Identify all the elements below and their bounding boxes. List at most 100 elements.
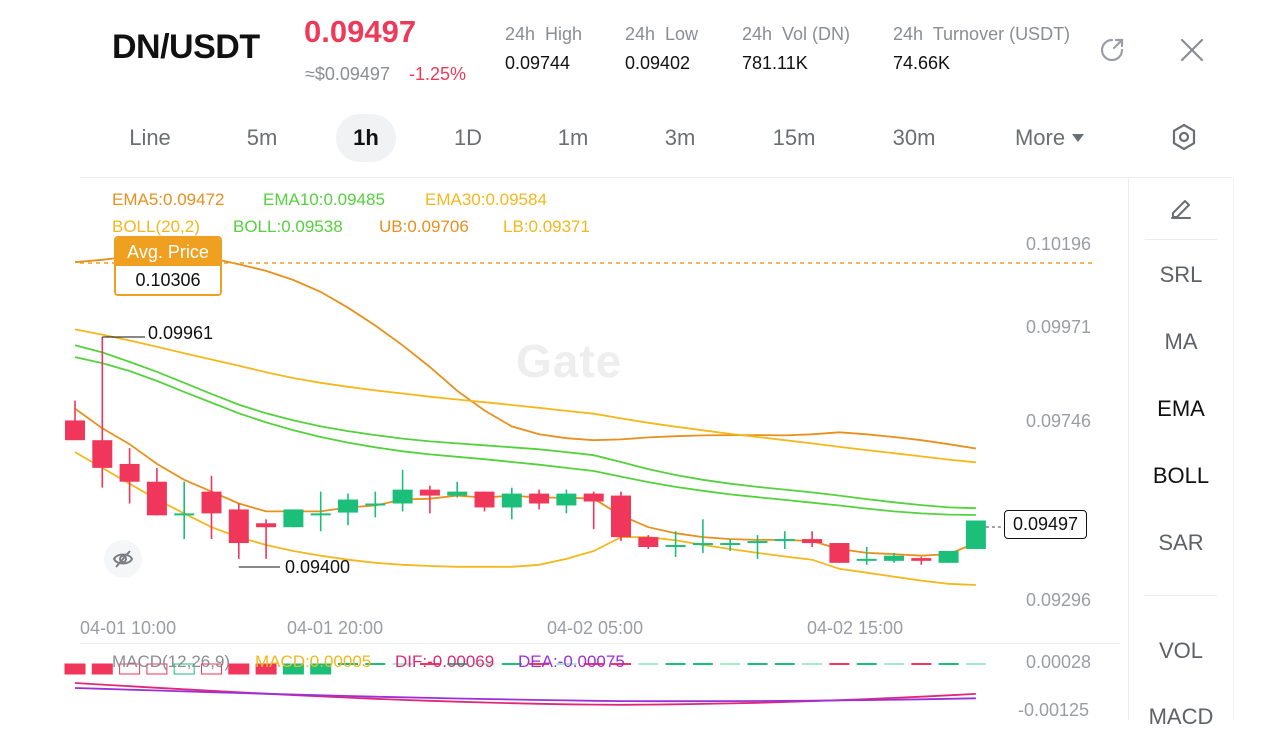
candle-body[interactable] [802,539,823,544]
macd-divider [80,643,1120,644]
macd-bar [692,663,713,665]
macd-bar [884,663,904,665]
sidebar-item-macd[interactable]: MACD [1148,704,1214,729]
candle-body[interactable] [419,489,440,496]
tab-3m[interactable]: 3m [664,125,696,150]
candle-body[interactable] [665,545,686,548]
tab-5m[interactable]: 5m [246,125,278,150]
stat-value-high: 0.09744 [505,53,571,73]
boll-lb-legend: LB:0.09371 [503,217,590,236]
macd-bar [611,663,631,665]
candle-body[interactable] [174,513,195,516]
tab-more[interactable]: More [1000,114,1100,162]
candle-body[interactable] [92,440,113,468]
sidebar-item-vol[interactable]: VOL [1158,638,1204,663]
boll-mid-legend: BOLL:0.09538 [233,217,343,236]
candle-body[interactable] [556,493,577,506]
macd-bar [802,663,823,665]
macd-bar [365,663,386,665]
candle-body[interactable] [884,555,904,561]
macd-bar [201,663,222,675]
candle-body[interactable] [965,520,986,549]
candle-body[interactable] [283,509,304,528]
candle-body[interactable] [365,503,386,506]
macd-axis-label: 0.00028 [1026,652,1092,672]
macd-bar [64,663,86,675]
candle-body[interactable] [692,543,713,546]
candle-body[interactable] [310,513,331,516]
dif-line [74,682,976,706]
stat-value-low: 0.09402 [625,53,691,73]
indicator-line-ema5 [74,407,977,557]
sidebar-separator [1145,595,1217,596]
pair-title: DN/USDT [112,28,260,66]
macd-bar [91,663,113,675]
macd-bar [474,663,495,665]
low-marker: 0.09400 [285,557,351,577]
y-axis-label: 0.09746 [1026,411,1092,431]
candle-body[interactable] [501,493,522,508]
candle-body[interactable] [146,481,167,516]
candle-body[interactable] [201,491,222,514]
indicator-line-ema10 [74,344,976,510]
candle-body[interactable] [256,523,277,528]
candle-body[interactable] [911,558,932,561]
candle-body[interactable] [938,550,959,563]
avg-price-value: 0.10306 [135,270,201,290]
sidebar-item-sar[interactable]: SAR [1158,530,1204,555]
macd-title: MACD(12,26,9) [112,652,231,671]
visibility-toggle-icon[interactable] [104,540,142,578]
tab-line[interactable]: Line [129,125,171,150]
macd-bar [338,663,358,665]
boll-ub-legend: UB:0.09706 [379,217,469,236]
candle-body[interactable] [583,493,604,502]
candle-body[interactable] [447,491,468,496]
candle-body[interactable] [529,493,550,504]
sidebar-item-srl[interactable]: SRL [1159,262,1203,287]
macd-bar [228,663,250,675]
candle-body[interactable] [611,495,631,538]
macd-bar [392,663,413,665]
macd-bar [829,663,850,665]
candle-body[interactable] [774,539,795,542]
share-icon[interactable] [1092,30,1132,70]
macd-bar [310,663,332,675]
stat-value-turnover: 74.66K [893,53,951,73]
candle-body[interactable] [338,499,358,513]
settings-icon[interactable] [1164,117,1204,157]
candle-body[interactable] [720,543,741,546]
macd-bar [720,663,741,665]
macd-bar [447,663,468,665]
sidebar-item-ma[interactable]: MA [1164,329,1198,354]
tab-30m[interactable]: 30m [892,125,936,150]
boll-legend: BOLL(20,2) [112,217,200,236]
candle-body[interactable] [474,491,495,508]
indicator-line-ub [74,252,977,450]
candlestick-chart[interactable] [0,0,1128,720]
tab-1h[interactable]: 1h [336,114,396,162]
candle-body[interactable] [392,489,413,504]
macd-bar [501,663,522,665]
macd-bar [282,663,304,675]
candle-body[interactable] [119,463,140,482]
macd-legend: MACD:0.00005 [255,652,372,671]
candle-body[interactable] [638,537,659,547]
tab-1m[interactable]: 1m [557,125,589,150]
candle-body[interactable] [747,541,768,544]
close-icon[interactable] [1172,30,1212,70]
macd-bar [774,663,795,665]
edit-icon[interactable] [1129,194,1233,226]
candle-body[interactable] [65,420,85,441]
candle-body[interactable] [829,543,850,563]
macd-bar [665,663,686,665]
candle-body[interactable] [856,558,877,561]
high-marker: 0.09961 [148,323,214,343]
last-price: 0.09497 [304,14,417,49]
tab-15m[interactable]: 15m [772,125,816,150]
candle-body[interactable] [228,509,249,544]
indicator-line-lb [74,451,976,586]
tab-1d[interactable]: 1D [453,125,483,150]
sidebar-item-ema[interactable]: EMA [1157,396,1205,421]
sidebar-item-boll[interactable]: BOLL [1152,463,1210,488]
macd-bar [965,663,986,665]
